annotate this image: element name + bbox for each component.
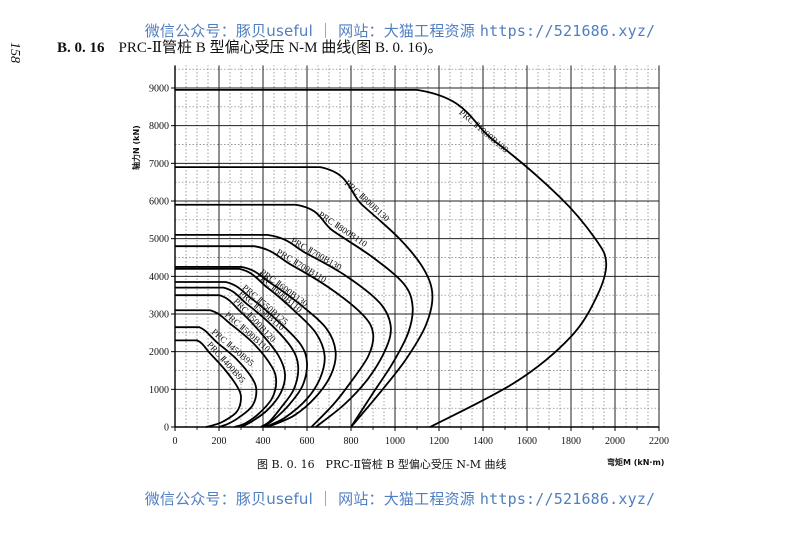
x-tick-label: 1800 — [561, 436, 581, 447]
y-tick-label: 2000 — [149, 347, 169, 358]
section-title: PRC-Ⅱ管桩 B 型偏心受压 N-M 曲线(图 B. 0. 16)。 — [118, 40, 443, 56]
y-tick-label: 1000 — [149, 385, 169, 396]
x-tick-label: 1400 — [473, 436, 493, 447]
watermark-text: 微信公众号：豚贝useful ｜ 网站：大猫工程资源 — [144, 22, 480, 40]
nm-curve — [175, 234, 392, 428]
y-tick-label: 4000 — [149, 272, 169, 283]
y-tick-label: 3000 — [149, 310, 169, 321]
nm-curve — [175, 166, 434, 428]
y-tick-label: 5000 — [149, 234, 169, 245]
watermark-top: 微信公众号：豚贝useful ｜ 网站：大猫工程资源 https://52168… — [0, 20, 800, 41]
y-axis-label: 轴力N (kN) — [131, 125, 141, 170]
y-tick-label: 9000 — [149, 84, 169, 95]
x-tick-label: 1000 — [385, 436, 405, 447]
nm-curve — [175, 286, 300, 428]
watermark-text: 微信公众号：豚贝useful ｜ 网站：大猫工程资源 — [144, 490, 480, 508]
section-number: B. 0. 16 — [57, 40, 105, 56]
chart-curves — [175, 88, 608, 428]
x-tick-label: 2200 — [649, 436, 669, 447]
x-tick-label: 1200 — [429, 436, 449, 447]
y-tick-label: 0 — [164, 423, 169, 434]
x-tick-label: 200 — [212, 436, 227, 447]
section-heading: B. 0. 16 PRC-Ⅱ管桩 B 型偏心受压 N-M 曲线(图 B. 0. 1… — [57, 36, 442, 57]
nm-curve — [175, 326, 258, 428]
nm-curve — [175, 245, 375, 428]
y-tick-label: 8000 — [149, 121, 169, 132]
nm-curve — [175, 309, 278, 428]
y-tick-label: 7000 — [149, 159, 169, 170]
watermark-url[interactable]: https://521686.xyz/ — [479, 490, 656, 508]
nm-curve — [175, 281, 308, 428]
nm-curve — [175, 88, 608, 428]
x-tick-label: 1600 — [517, 436, 537, 447]
x-tick-label: 2000 — [605, 436, 625, 447]
watermark-url[interactable]: https://521686.xyz/ — [479, 22, 656, 40]
curve-label: PRC Ⅱ1000B130 — [457, 107, 510, 155]
nm-curve — [175, 266, 337, 428]
nm-curve — [175, 267, 326, 428]
x-tick-label: 600 — [300, 436, 315, 447]
x-axis-label: 弯矩M (kN·m) — [607, 457, 664, 467]
nm-curve — [175, 203, 414, 428]
x-tick-label: 400 — [256, 436, 271, 447]
nm-curve — [175, 294, 286, 428]
y-tick-label: 6000 — [149, 197, 169, 208]
x-tick-label: 800 — [344, 436, 359, 447]
watermark-bottom: 微信公众号：豚贝useful ｜ 网站：大猫工程资源 https://52168… — [0, 488, 800, 509]
curve-label: PRC Ⅱ800B110 — [317, 209, 370, 249]
nm-curve — [175, 339, 242, 428]
figure-caption: 图 B. 0. 16 PRC-Ⅱ管桩 B 型偏心受压 N-M 曲线 — [257, 457, 507, 471]
x-tick-label: 0 — [173, 436, 178, 447]
